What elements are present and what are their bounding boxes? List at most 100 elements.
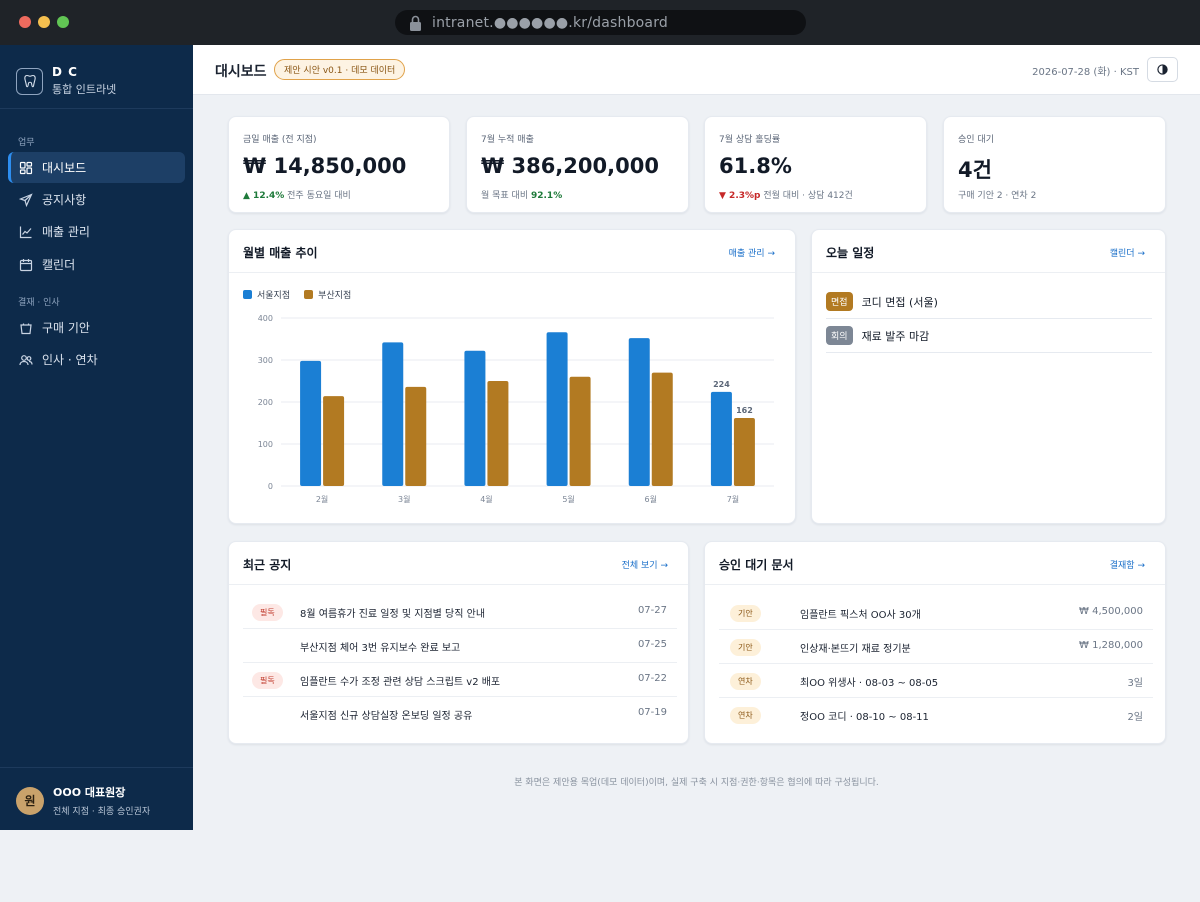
brand-subtitle: 통합 인트라넷 xyxy=(52,83,117,96)
x-tick-label: 6월 xyxy=(645,494,657,504)
card-title: 오늘 일정 xyxy=(826,246,875,260)
notice-row[interactable]: 부산지점 체어 3번 유지보수 완료 보고 07-25 xyxy=(243,629,677,663)
sidebar-item-sales[interactable]: 매출 관리 xyxy=(8,216,185,247)
close-window-button[interactable] xyxy=(19,16,31,28)
approval-type-badge: 기안 xyxy=(730,639,761,656)
schedule-text: 코디 면접 (서울) xyxy=(861,295,938,309)
kpi-label: 7월 누적 매출 xyxy=(481,135,534,145)
must-read-badge: 필독 xyxy=(252,672,283,689)
approval-type-badge: 연차 xyxy=(730,673,761,690)
sidebar-item-notices[interactable]: 공지사항 xyxy=(8,184,185,215)
notice-title: 8월 여름휴가 진료 일정 및 지점별 당직 안내 xyxy=(300,609,486,620)
card-title: 월별 매출 추이 xyxy=(243,246,318,260)
schedule-item[interactable]: 회의 재료 발주 마감 xyxy=(826,319,1152,353)
divider xyxy=(705,584,1165,585)
theme-toggle-button[interactable] xyxy=(1147,57,1178,82)
pending-approvals-card: 승인 대기 문서 결재함 → 기안 임플란트 픽스처 OO사 30개 ₩ 4,5… xyxy=(704,541,1166,744)
legend-item-seoul: 서울지점 xyxy=(243,288,290,301)
kpi-delta: 92.1% xyxy=(530,191,563,201)
kpi-card-monthly-sales: 7월 누적 매출 ₩ 386,200,000 월 목표 대비 92.1% xyxy=(466,116,689,213)
chart-legend: 서울지점 부산지점 xyxy=(243,288,365,301)
approval-row[interactable]: 연차 정OO 코디 · 08-10 ~ 08-11 2일 xyxy=(719,698,1153,732)
bar-seoul xyxy=(546,332,568,486)
bar-busan xyxy=(405,386,427,486)
schedule-tag: 회의 xyxy=(826,326,853,345)
user-profile[interactable]: 원 OOO 대표원장 전체 지점 · 최종 승인권자 xyxy=(16,784,150,817)
schedule-item[interactable]: 면접 코디 면접 (서울) xyxy=(826,285,1152,319)
approval-amount: ₩ 4,500,000 xyxy=(1079,606,1143,617)
approval-type-badge: 연차 xyxy=(730,707,761,724)
x-tick-label: 2월 xyxy=(316,494,328,504)
top-bar: 대시보드 제안 시안 v0.1 · 데모 데이터 2026-07-28 (화) … xyxy=(193,45,1200,95)
sidebar-item-dashboard[interactable]: 대시보드 xyxy=(8,152,185,183)
kpi-delta: ▲ 12.4% xyxy=(243,191,285,201)
notice-row[interactable]: 서울지점 신규 상담실장 온보딩 일정 공유 07-19 xyxy=(243,697,677,731)
sales-management-link[interactable]: 매출 관리 → xyxy=(728,249,775,259)
data-label: 224 xyxy=(713,380,730,389)
maximize-window-button[interactable] xyxy=(57,16,69,28)
kpi-label: 승인 대기 xyxy=(958,135,994,145)
approval-title: 최OO 위생사 · 08-03 ~ 08-05 xyxy=(800,678,939,689)
send-icon xyxy=(19,192,33,207)
avatar: 원 xyxy=(16,786,44,815)
brand-name: D C xyxy=(52,65,78,79)
calendar-link[interactable]: 캘린더 → xyxy=(1109,249,1145,259)
y-tick-label: 300 xyxy=(258,356,273,365)
sidebar-item-hr[interactable]: 인사 · 연차 xyxy=(8,344,185,375)
lock-icon xyxy=(409,15,422,31)
brand[interactable]: D C 통합 인트라넷 xyxy=(16,65,116,97)
kpi-subtext: ▼ 2.3%p 전월 대비 · 상담 412건 xyxy=(719,188,853,201)
notices-card: 최근 공지 전체 보기 → 필독 8월 여름휴가 진료 일정 및 지점별 당직 … xyxy=(228,541,689,744)
kpi-value: 61.8% xyxy=(719,154,792,178)
sales-chart-card: 월별 매출 추이 매출 관리 → 서울지점 부산지점 400 300 200 100 0… xyxy=(228,229,796,524)
kpi-note: 전월 대비 · 상담 412건 xyxy=(760,191,853,201)
schedule-text: 재료 발주 마감 xyxy=(861,329,930,343)
divider xyxy=(0,108,193,109)
bar-seoul xyxy=(710,391,732,486)
notice-date: 07-27 xyxy=(637,605,667,616)
bar-seoul xyxy=(464,350,486,486)
divider xyxy=(229,272,795,273)
sidebar-item-label: 인사 · 연차 xyxy=(42,353,98,367)
dashboard-icon xyxy=(19,161,33,175)
card-title: 최근 공지 xyxy=(243,558,292,572)
approval-row[interactable]: 기안 인상재·본뜨기 재료 정기분 ₩ 1,280,000 xyxy=(719,630,1153,664)
kpi-subtext: 구매 기안 2 · 연차 2 xyxy=(958,188,1036,201)
notice-date: 07-19 xyxy=(637,707,667,718)
approval-inbox-link[interactable]: 결재함 → xyxy=(1109,561,1145,571)
approval-row[interactable]: 연차 최OO 위생사 · 08-03 ~ 08-05 3일 xyxy=(719,664,1153,698)
minimize-window-button[interactable] xyxy=(38,16,50,28)
schedule-tag: 면접 xyxy=(826,292,853,311)
legend-label: 부산지점 xyxy=(318,291,352,301)
sidebar-item-calendar[interactable]: 캘린더 xyxy=(8,249,185,280)
address-bar[interactable]: intranet.●●●●●●.kr/dashboard xyxy=(395,10,806,35)
calendar-icon xyxy=(19,258,33,272)
approval-type-badge: 기안 xyxy=(730,605,761,622)
kpi-subtext: ▲ 12.4% 전주 동요일 대비 xyxy=(243,188,351,201)
kpi-value: ₩ 14,850,000 xyxy=(243,154,407,178)
kpi-label: 금일 매출 (전 지점) xyxy=(243,135,317,145)
view-all-notices-link[interactable]: 전체 보기 → xyxy=(621,561,668,571)
current-date: 2026-07-28 (화) · KST xyxy=(1032,67,1139,78)
data-label: 162 xyxy=(736,406,753,415)
contrast-icon xyxy=(1157,60,1168,79)
notice-row[interactable]: 필독 8월 여름휴가 진료 일정 및 지점별 당직 안내 07-27 xyxy=(243,595,677,629)
section-label-work: 업무 xyxy=(18,138,35,148)
bar-seoul xyxy=(628,338,650,486)
sidebar-item-label: 구매 기안 xyxy=(42,321,90,335)
sidebar-item-label: 캘린더 xyxy=(42,258,76,272)
notice-row[interactable]: 필독 임플란트 수가 조정 관련 상담 스크립트 v2 배포 07-22 xyxy=(243,663,677,697)
notice-title: 임플란트 수가 조정 관련 상담 스크립트 v2 배포 xyxy=(300,677,501,688)
sidebar-item-purchase[interactable]: 구매 기안 xyxy=(8,312,185,343)
approval-row[interactable]: 기안 임플란트 픽스처 OO사 30개 ₩ 4,500,000 xyxy=(719,596,1153,630)
legend-item-busan: 부산지점 xyxy=(304,288,351,301)
approval-title: 정OO 코디 · 08-10 ~ 08-11 xyxy=(800,712,929,723)
bar-busan xyxy=(323,396,345,486)
y-tick-label: 400 xyxy=(258,314,273,323)
x-tick-label: 5월 xyxy=(562,494,574,504)
x-tick-label: 7월 xyxy=(727,494,739,504)
chart-line-icon xyxy=(19,225,33,239)
bar-busan xyxy=(733,417,755,486)
legend-label: 서울지점 xyxy=(257,291,291,301)
notice-date: 07-25 xyxy=(637,639,667,650)
